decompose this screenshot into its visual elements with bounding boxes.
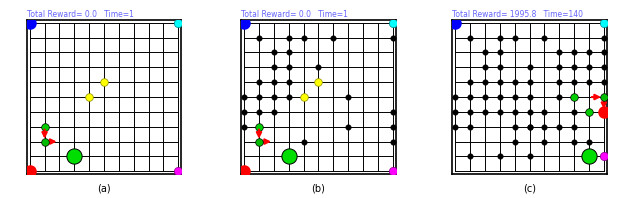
Text: (a): (a) bbox=[97, 184, 111, 193]
Text: Total Reward= 0.0   Time=1: Total Reward= 0.0 Time=1 bbox=[241, 10, 348, 19]
Text: Total Reward= 0.0   Time=1: Total Reward= 0.0 Time=1 bbox=[27, 10, 134, 19]
Text: (b): (b) bbox=[312, 184, 325, 193]
Text: Total Reward= 1995.8   Time=140: Total Reward= 1995.8 Time=140 bbox=[452, 10, 584, 19]
Text: (c): (c) bbox=[523, 184, 536, 193]
